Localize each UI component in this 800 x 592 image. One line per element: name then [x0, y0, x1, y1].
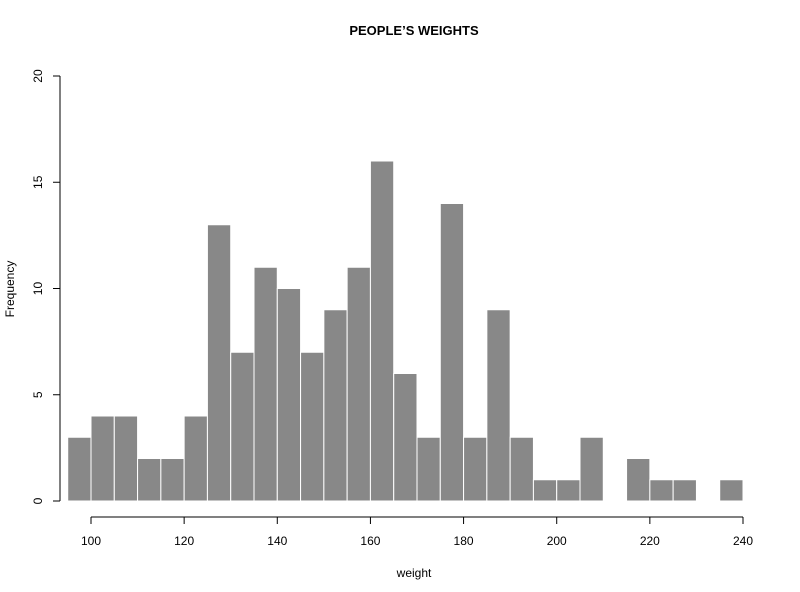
x-axis: 100 120 140 160 180 200 220 240 [81, 516, 753, 548]
x-tick-label: 100 [81, 534, 101, 548]
histogram-bar-145-150 [300, 351, 325, 502]
y-tick-label: 5 [31, 391, 45, 398]
histogram-bar-165-170 [393, 373, 418, 502]
histogram-bar-235-240 [719, 479, 744, 502]
x-tick-label: 220 [640, 534, 660, 548]
x-tick-label: 240 [733, 534, 753, 548]
histogram-bar-195-200 [532, 479, 558, 502]
chart-title: PEOPLE’S WEIGHTS [349, 23, 479, 38]
histogram-bar-200-205 [556, 479, 581, 502]
histogram-bar-95-100 [67, 436, 92, 502]
histogram-bar-175-180 [439, 203, 465, 502]
histogram-bar-185-190 [486, 309, 511, 502]
histogram-bar-100-105 [90, 415, 115, 502]
histogram-bar-170-175 [416, 436, 441, 502]
histogram-bar-160-165 [369, 160, 395, 502]
histogram-bar-140-145 [276, 288, 302, 502]
histogram-bar-220-225 [649, 479, 674, 502]
histogram-bar-190-195 [509, 436, 534, 502]
histogram-bar-130-135 [230, 351, 255, 502]
x-tick-label: 200 [547, 534, 567, 548]
histogram-bar-105-110 [113, 415, 139, 502]
y-axis: 0 5 10 15 20 [31, 69, 61, 504]
histogram-bar-205-210 [579, 436, 604, 502]
histogram-bar-215-220 [626, 458, 651, 502]
histogram-bar-110-115 [137, 458, 162, 502]
bars-group [67, 160, 744, 502]
histogram-bar-225-230 [672, 479, 697, 502]
y-tick-label: 15 [31, 175, 45, 189]
histogram-bar-135-140 [253, 266, 278, 502]
y-tick-label: 0 [31, 497, 45, 504]
x-tick-label: 160 [360, 534, 380, 548]
histogram-bar-180-185 [463, 436, 488, 502]
x-tick-label: 140 [267, 534, 287, 548]
y-axis-label: Frequency [3, 261, 17, 318]
x-axis-label: weight [396, 566, 432, 580]
x-tick-label: 180 [454, 534, 474, 548]
histogram-bar-115-120 [160, 458, 185, 502]
histogram-bar-125-130 [206, 224, 232, 502]
y-tick-label: 10 [31, 282, 45, 296]
histogram-bar-120-125 [183, 415, 208, 502]
y-tick-label: 20 [31, 69, 45, 83]
histogram-bar-155-160 [346, 266, 371, 502]
x-tick-label: 120 [174, 534, 194, 548]
histogram-bar-150-155 [323, 309, 348, 502]
